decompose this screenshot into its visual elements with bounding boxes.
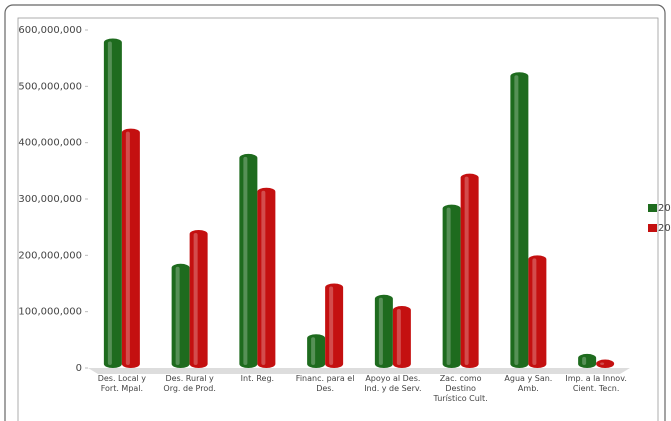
bar-highlight — [243, 156, 248, 365]
bar-highlight — [125, 131, 130, 365]
x-tick-label: Financ. para el Des. — [295, 374, 355, 393]
x-tick-label: Des. Local y Fort. Mpal. — [97, 374, 147, 393]
legend-swatch — [648, 224, 657, 232]
bar — [374, 294, 393, 368]
legend-label: 200 — [658, 203, 671, 214]
y-tick-label: 500,000,000 — [18, 81, 82, 92]
x-tick-label: Des. Rural y Org. de Prod. — [163, 374, 216, 393]
legend-label: 20 — [658, 223, 671, 234]
y-tick-label: 300,000,000 — [18, 194, 82, 205]
bar-highlight — [378, 297, 383, 365]
legend-swatch — [648, 204, 657, 212]
bar — [578, 353, 597, 368]
y-tick-label: 200,000,000 — [18, 250, 82, 261]
x-tick-label: Imp. a la Innov. Cient. Tecn. — [565, 374, 627, 393]
bar — [103, 38, 122, 368]
bar — [442, 204, 461, 368]
bar — [121, 128, 140, 368]
bar-highlight — [446, 207, 451, 365]
bar-highlight — [532, 258, 537, 365]
bar-highlight — [464, 176, 469, 365]
bar-highlight — [175, 266, 180, 365]
x-tick-label: Agua y San. Amb. — [504, 374, 553, 393]
bar-highlight — [396, 309, 401, 365]
bar — [257, 187, 276, 368]
bar — [510, 72, 529, 368]
x-tick-label: Zac. como Destino Turístico Cult. — [433, 374, 488, 403]
bar-highlight — [311, 337, 316, 365]
bar — [596, 359, 615, 368]
bar — [171, 263, 190, 368]
bar — [239, 153, 258, 368]
bar — [189, 229, 208, 368]
bar — [307, 334, 326, 368]
bar — [460, 173, 479, 368]
bar-highlight — [193, 232, 198, 365]
x-tick-label: Apoyo al Des. Ind. y de Serv. — [364, 374, 422, 393]
chart-frame — [4, 4, 666, 421]
bar-highlight — [261, 190, 266, 365]
floor — [88, 368, 630, 374]
bar-highlight — [582, 356, 587, 365]
bar — [392, 306, 411, 368]
bar-highlight — [107, 41, 112, 365]
bar-highlight — [514, 75, 519, 365]
y-tick-label: 400,000,000 — [18, 138, 82, 149]
plot-frame — [17, 17, 659, 421]
bar — [325, 283, 344, 368]
y-tick-label: 0 — [76, 363, 82, 374]
y-tick-label: 600,000,000 — [18, 25, 82, 36]
y-tick-label: 100,000,000 — [18, 307, 82, 318]
bar — [528, 255, 547, 368]
x-tick-label: Int. Reg. — [240, 374, 275, 383]
bar-highlight — [600, 362, 605, 365]
bar-highlight — [329, 286, 334, 365]
